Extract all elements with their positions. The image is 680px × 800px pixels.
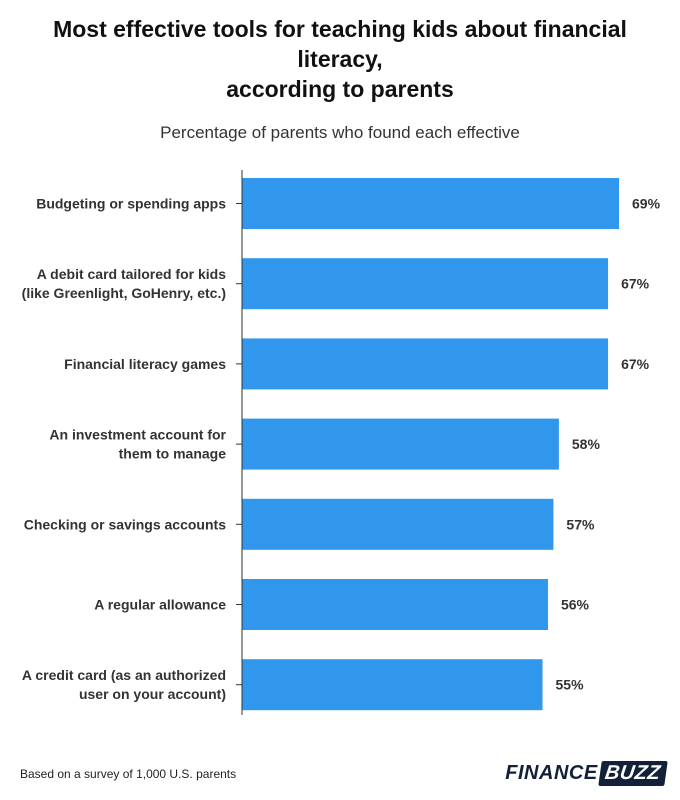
- value-label: 67%: [621, 356, 650, 372]
- value-label: 56%: [561, 597, 590, 613]
- category-label: An investment account for them to manage: [49, 427, 226, 462]
- chart-title: Most effective tools for teaching kids a…: [53, 16, 627, 102]
- bar: [242, 659, 543, 711]
- category-label: Financial literacy games: [64, 356, 226, 372]
- logo-text-buzz: BUZZ: [597, 760, 668, 786]
- category-label: A regular allowance: [94, 597, 226, 613]
- bar: [242, 178, 619, 229]
- category-label: A credit card (as an authorized user on y…: [22, 667, 226, 702]
- logo-text-finance: FINANCE: [505, 761, 598, 784]
- bar-chart: Budgeting or spending apps 69% A debit car…: [22, 170, 661, 715]
- bar: [242, 418, 559, 470]
- bar: [242, 338, 609, 390]
- bar: [242, 498, 554, 550]
- value-label: 55%: [556, 677, 585, 693]
- category-label: A debit card tailored for kids (like Gree…: [22, 266, 227, 301]
- value-label: 67%: [621, 276, 650, 292]
- footnote: Based on a survey of 1,000 U.S. parents: [20, 767, 237, 781]
- value-label: 69%: [632, 196, 661, 212]
- category-label: Checking or savings accounts: [24, 516, 226, 532]
- chart-subtitle: Percentage of parents who found each eff…: [160, 123, 520, 142]
- value-label: 57%: [566, 516, 595, 532]
- bar: [242, 579, 548, 630]
- category-label: Budgeting or spending apps: [36, 196, 226, 212]
- bar: [242, 258, 609, 310]
- financebuzz-logo: FINANCE BUZZ: [505, 760, 668, 786]
- value-label: 58%: [572, 436, 601, 452]
